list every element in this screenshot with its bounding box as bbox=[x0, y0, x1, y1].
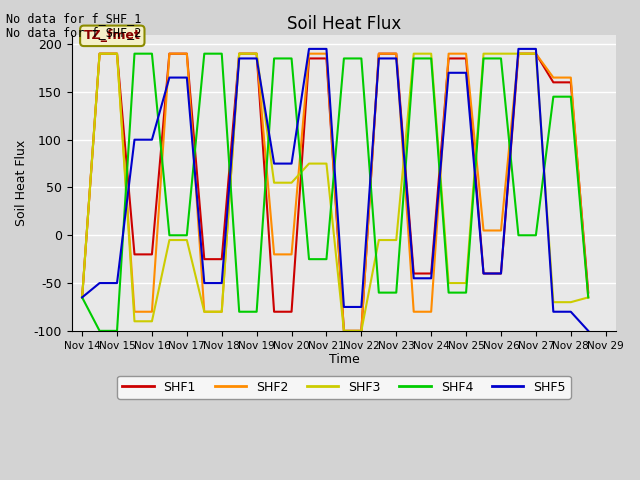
X-axis label: Time: Time bbox=[328, 353, 359, 366]
Text: No data for f_SHF_2: No data for f_SHF_2 bbox=[6, 26, 142, 39]
Title: Soil Heat Flux: Soil Heat Flux bbox=[287, 15, 401, 33]
Legend: SHF1, SHF2, SHF3, SHF4, SHF5: SHF1, SHF2, SHF3, SHF4, SHF5 bbox=[117, 376, 570, 399]
Y-axis label: Soil Heat Flux: Soil Heat Flux bbox=[15, 140, 28, 226]
Text: No data for f_SHF_1: No data for f_SHF_1 bbox=[6, 12, 142, 25]
Text: TZ_fmet: TZ_fmet bbox=[84, 29, 141, 42]
